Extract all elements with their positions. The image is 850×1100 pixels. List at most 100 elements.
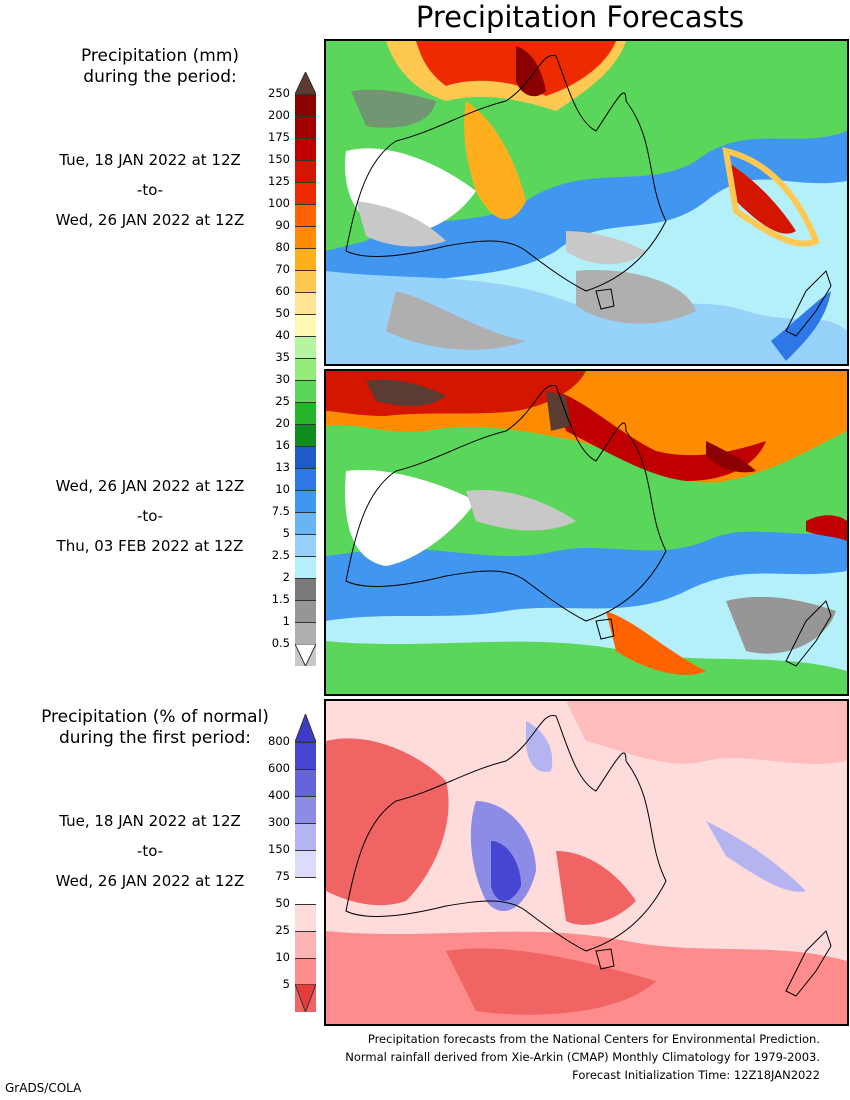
period-1-sep: -to- xyxy=(136,181,164,199)
mm-colorbar-tick-label: 100 xyxy=(268,196,290,210)
mm-colorbar-swatch xyxy=(295,468,316,490)
mm-colorbar-swatch xyxy=(295,490,316,512)
mm-colorbar-swatch xyxy=(295,534,316,556)
mm-colorbar-tick-label: 0.5 xyxy=(271,636,290,650)
mm-colorbar-tick-label: 1.5 xyxy=(271,592,290,606)
mm-colorbar-tick-label: 25 xyxy=(275,394,290,408)
pct-colorbar-tick-label: 10 xyxy=(275,950,290,964)
pct-colorbar-tick-label: 25 xyxy=(275,923,290,937)
mm-colorbar-swatch xyxy=(295,160,316,182)
mm-colorbar-swatch xyxy=(295,116,316,138)
mm-colorbar-tick-label: 50 xyxy=(275,306,290,320)
map-panel-period-2 xyxy=(324,369,849,696)
mm-colorbar-swatch xyxy=(295,402,316,424)
pct-colorbar-swatch xyxy=(295,796,316,823)
mm-colorbar-swatch xyxy=(295,336,316,358)
mm-colorbar-tick-label: 150 xyxy=(268,152,290,166)
pct-colorbar-swatch xyxy=(295,904,316,931)
credit-line-2: Normal rainfall derived from Xie-Arkin (… xyxy=(345,1050,820,1064)
mm-colorbar-tick-label: 2 xyxy=(282,570,290,584)
mm-colorbar-tick-label: 175 xyxy=(268,130,290,144)
mm-colorbar-swatch xyxy=(295,182,316,204)
mm-colorbar-swatch xyxy=(295,358,316,380)
period-2-start: Wed, 26 JAN 2022 at 12Z xyxy=(55,477,245,495)
mm-colorbar-swatch xyxy=(295,556,316,578)
pct-colorbar-swatch xyxy=(295,823,316,850)
mm-colorbar-tick-label: 125 xyxy=(268,174,290,188)
credit-line-1: Precipitation forecasts from the Nationa… xyxy=(367,1032,820,1046)
credits: Precipitation forecasts from the Nationa… xyxy=(345,1030,820,1084)
mm-colorbar-tick-label: 20 xyxy=(275,416,290,430)
mm-colorbar-swatch xyxy=(295,314,316,336)
mm-colorbar-swatch xyxy=(295,248,316,270)
mm-colorbar-swatch xyxy=(295,292,316,314)
mm-colorbar-tick-label: 7.5 xyxy=(271,504,290,518)
pct-colorbar-tick-label: 5 xyxy=(282,977,290,991)
mm-colorbar-tick-label: 1 xyxy=(282,614,290,628)
mm-colorbar-swatch xyxy=(295,138,316,160)
pct-colorbar-swatch xyxy=(295,877,316,904)
period-2-sep: -to- xyxy=(136,507,164,525)
pct-colorbar-tick-label: 300 xyxy=(268,815,290,829)
pct-colorbar-swatch xyxy=(295,769,316,796)
mm-colorbar-tick-label: 5 xyxy=(282,526,290,540)
mm-colorbar-tick-label: 35 xyxy=(275,350,290,364)
mm-colorbar-swatch xyxy=(295,622,316,644)
mm-header-line-1: Precipitation (mm) xyxy=(80,46,240,66)
period-2-end: Thu, 03 FEB 2022 at 12Z xyxy=(56,537,244,555)
mm-colorbar-tick-label: 200 xyxy=(268,108,290,122)
map-panel-percent-normal xyxy=(324,699,849,1026)
mm-colorbar-top-arrow xyxy=(295,72,316,94)
mm-colorbar-tick-label: 30 xyxy=(275,372,290,386)
mm-colorbar-swatch xyxy=(295,424,316,446)
mm-colorbar-bottom-arrow xyxy=(295,644,316,666)
pct-colorbar-swatch xyxy=(295,931,316,958)
mm-colorbar xyxy=(295,94,316,666)
mm-colorbar-tick-label: 13 xyxy=(275,460,290,474)
mm-colorbar-tick-label: 16 xyxy=(275,438,290,452)
period-3-start: Tue, 18 JAN 2022 at 12Z xyxy=(59,812,241,830)
mm-colorbar-swatch xyxy=(295,446,316,468)
mm-colorbar-tick-label: 10 xyxy=(275,482,290,496)
mm-header-line-2: during the period: xyxy=(83,67,237,87)
mm-colorbar-tick-label: 40 xyxy=(275,328,290,342)
period-1-start: Tue, 18 JAN 2022 at 12Z xyxy=(59,151,241,169)
mm-colorbar-tick-label: 70 xyxy=(275,262,290,276)
pct-colorbar-tick-label: 600 xyxy=(268,761,290,775)
mm-colorbar-swatch xyxy=(295,270,316,292)
mm-legend-header: Precipitation (mm) during the period: xyxy=(40,46,280,88)
mm-colorbar-tick-label: 90 xyxy=(275,218,290,232)
period-3-label: Tue, 18 JAN 2022 at 12Z -to- Wed, 26 JAN… xyxy=(30,806,270,896)
pct-legend-header: Precipitation (% of normal) during the f… xyxy=(5,707,305,749)
pct-colorbar-tick-label: 400 xyxy=(268,788,290,802)
pct-colorbar-tick-label: 150 xyxy=(268,842,290,856)
credit-line-3: Forecast Initialization Time: 12Z18JAN20… xyxy=(572,1068,820,1082)
mm-colorbar-swatch xyxy=(295,226,316,248)
mm-colorbar-swatch xyxy=(295,512,316,534)
mm-colorbar-swatch xyxy=(295,600,316,622)
pct-colorbar-swatch xyxy=(295,742,316,769)
grads-footer: GrADS/COLA xyxy=(5,1081,82,1095)
pct-colorbar-tick-label: 75 xyxy=(275,869,290,883)
map-panel-period-1 xyxy=(324,39,849,366)
period-1-end: Wed, 26 JAN 2022 at 12Z xyxy=(55,211,245,229)
page-title: Precipitation Forecasts xyxy=(415,0,745,34)
period-3-end: Wed, 26 JAN 2022 at 12Z xyxy=(55,872,245,890)
mm-colorbar-tick-label: 2.5 xyxy=(271,548,290,562)
mm-colorbar-swatch xyxy=(295,380,316,402)
mm-colorbar-tick-label: 80 xyxy=(275,240,290,254)
mm-colorbar-tick-label: 60 xyxy=(275,284,290,298)
mm-colorbar-swatch xyxy=(295,578,316,600)
pct-colorbar-swatch xyxy=(295,958,316,985)
mm-colorbar-swatch xyxy=(295,204,316,226)
mm-colorbar-swatch xyxy=(295,94,316,116)
pct-header-line-2: during the first period: xyxy=(58,728,252,748)
pct-colorbar xyxy=(295,742,316,1012)
period-2-label: Wed, 26 JAN 2022 at 12Z -to- Thu, 03 FEB… xyxy=(30,471,270,561)
pct-colorbar-tick-label: 800 xyxy=(268,734,290,748)
period-3-sep: -to- xyxy=(136,842,164,860)
period-1-label: Tue, 18 JAN 2022 at 12Z -to- Wed, 26 JAN… xyxy=(30,145,270,235)
mm-colorbar-tick-label: 250 xyxy=(268,86,290,100)
pct-colorbar-bottom-arrow xyxy=(295,984,316,1012)
pct-header-line-1: Precipitation (% of normal) xyxy=(41,707,269,727)
